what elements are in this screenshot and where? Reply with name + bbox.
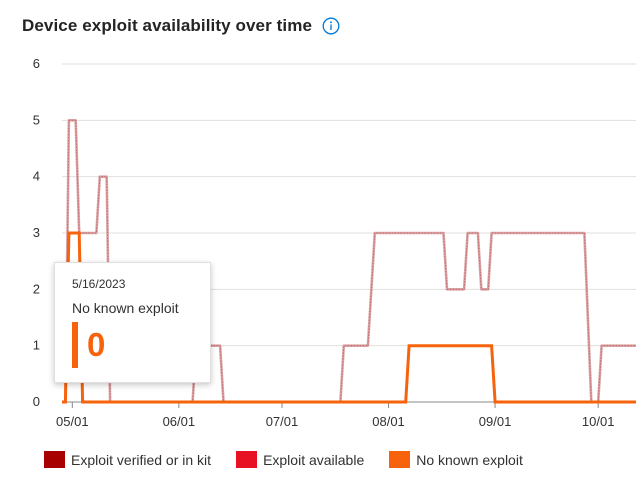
x-tick-label: 06/01	[163, 414, 196, 429]
x-tick-label: 08/01	[372, 414, 405, 429]
x-tick-label: 05/01	[56, 414, 89, 429]
chart-tooltip: 5/16/2023 No known exploit 0	[54, 262, 211, 383]
tooltip-date: 5/16/2023	[72, 277, 126, 291]
legend-item-exploit-available[interactable]: Exploit available	[236, 451, 364, 468]
legend-swatch	[236, 451, 258, 468]
exploit-availability-chart[interactable]: 0 1 2 3 4 5 6 05/01 06/01 07/01 08/01 09/01 10/01	[0, 0, 636, 440]
legend-swatch	[389, 451, 411, 468]
y-tick-label: 5	[33, 112, 40, 127]
series-line-exploit-verified	[62, 119, 636, 404]
chart-header: Device exploit availability over time	[22, 13, 340, 39]
y-tick-label: 1	[33, 338, 40, 353]
chart-legend: Exploit verified or in kit Exploit avail…	[44, 451, 548, 468]
x-tick-label: 07/01	[266, 414, 299, 429]
tooltip-series-label: No known exploit	[72, 300, 179, 316]
legend-item-no-known-exploit[interactable]: No known exploit	[389, 451, 523, 468]
legend-label: No known exploit	[416, 451, 523, 468]
y-tick-label: 3	[33, 225, 40, 240]
tooltip-color-bar	[72, 322, 78, 368]
y-tick-label: 6	[33, 56, 40, 71]
y-tick-label: 0	[33, 394, 40, 409]
y-tick-label: 4	[33, 169, 40, 184]
chart-title: Device exploit availability over time	[22, 16, 312, 35]
legend-label: Exploit verified or in kit	[71, 451, 212, 468]
legend-swatch	[44, 451, 65, 468]
x-tick-label: 09/01	[479, 414, 512, 429]
y-tick-label: 2	[33, 281, 40, 296]
x-tick-label: 10/01	[582, 414, 615, 429]
legend-label: Exploit available	[263, 451, 365, 468]
series-line-exploit-verified-dots	[62, 119, 636, 403]
info-icon[interactable]	[322, 17, 340, 35]
legend-item-exploit-verified[interactable]: Exploit verified or in kit	[44, 451, 211, 468]
tooltip-value: 0	[87, 326, 106, 363]
